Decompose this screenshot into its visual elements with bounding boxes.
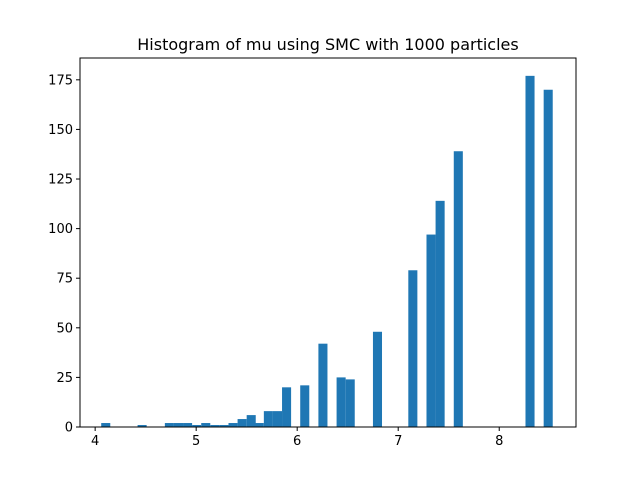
y-tick-label: 175	[48, 73, 73, 88]
histogram-bar	[183, 423, 193, 427]
y-tick-label: 25	[56, 371, 73, 386]
x-tick-label: 5	[192, 434, 200, 449]
histogram-bar	[101, 423, 111, 427]
y-tick-label: 50	[56, 321, 73, 336]
y-tick-label: 75	[56, 272, 73, 287]
histogram-bar	[435, 200, 445, 427]
x-tick-label: 8	[495, 434, 503, 449]
plot-frame	[79, 57, 577, 428]
histogram-bar	[282, 387, 292, 427]
histogram-bar	[372, 331, 383, 427]
y-axis-ticks: 0 25 50 75 100 125 150 175	[48, 73, 80, 436]
histogram-bar	[246, 415, 256, 427]
histogram-bar	[237, 419, 247, 427]
y-tick-label: 0	[65, 421, 73, 436]
histogram-bar	[453, 151, 463, 428]
histogram-bar	[543, 89, 553, 428]
histogram-bar	[263, 411, 273, 427]
histogram-bar	[192, 425, 202, 427]
x-tick-label: 6	[293, 434, 301, 449]
chart-title: Histogram of mu using SMC with 1000 part…	[137, 35, 518, 54]
x-tick-label: 4	[91, 434, 99, 449]
bars-group	[101, 75, 553, 428]
histogram-bar	[336, 377, 346, 427]
histogram-bar	[137, 425, 147, 427]
histogram-bar	[254, 423, 264, 427]
histogram-bar	[210, 425, 220, 427]
histogram-bar	[345, 379, 355, 427]
x-tick-label: 7	[394, 434, 402, 449]
y-tick-label: 125	[48, 173, 73, 188]
histogram-bar	[318, 343, 328, 427]
histogram-bar	[426, 234, 436, 427]
histogram-bar	[173, 423, 184, 427]
histogram-bar	[272, 411, 283, 427]
histogram-bar	[219, 425, 229, 427]
histogram-bar	[300, 385, 310, 427]
x-axis-ticks: 4 5 6 7 8	[91, 427, 503, 449]
histogram-bar	[408, 270, 418, 427]
y-tick-label: 100	[48, 222, 73, 237]
histogram-bar	[228, 423, 238, 427]
y-tick-label: 150	[48, 123, 73, 138]
histogram-bar	[201, 423, 211, 427]
histogram-bar	[525, 75, 535, 427]
histogram-bar	[164, 423, 174, 427]
